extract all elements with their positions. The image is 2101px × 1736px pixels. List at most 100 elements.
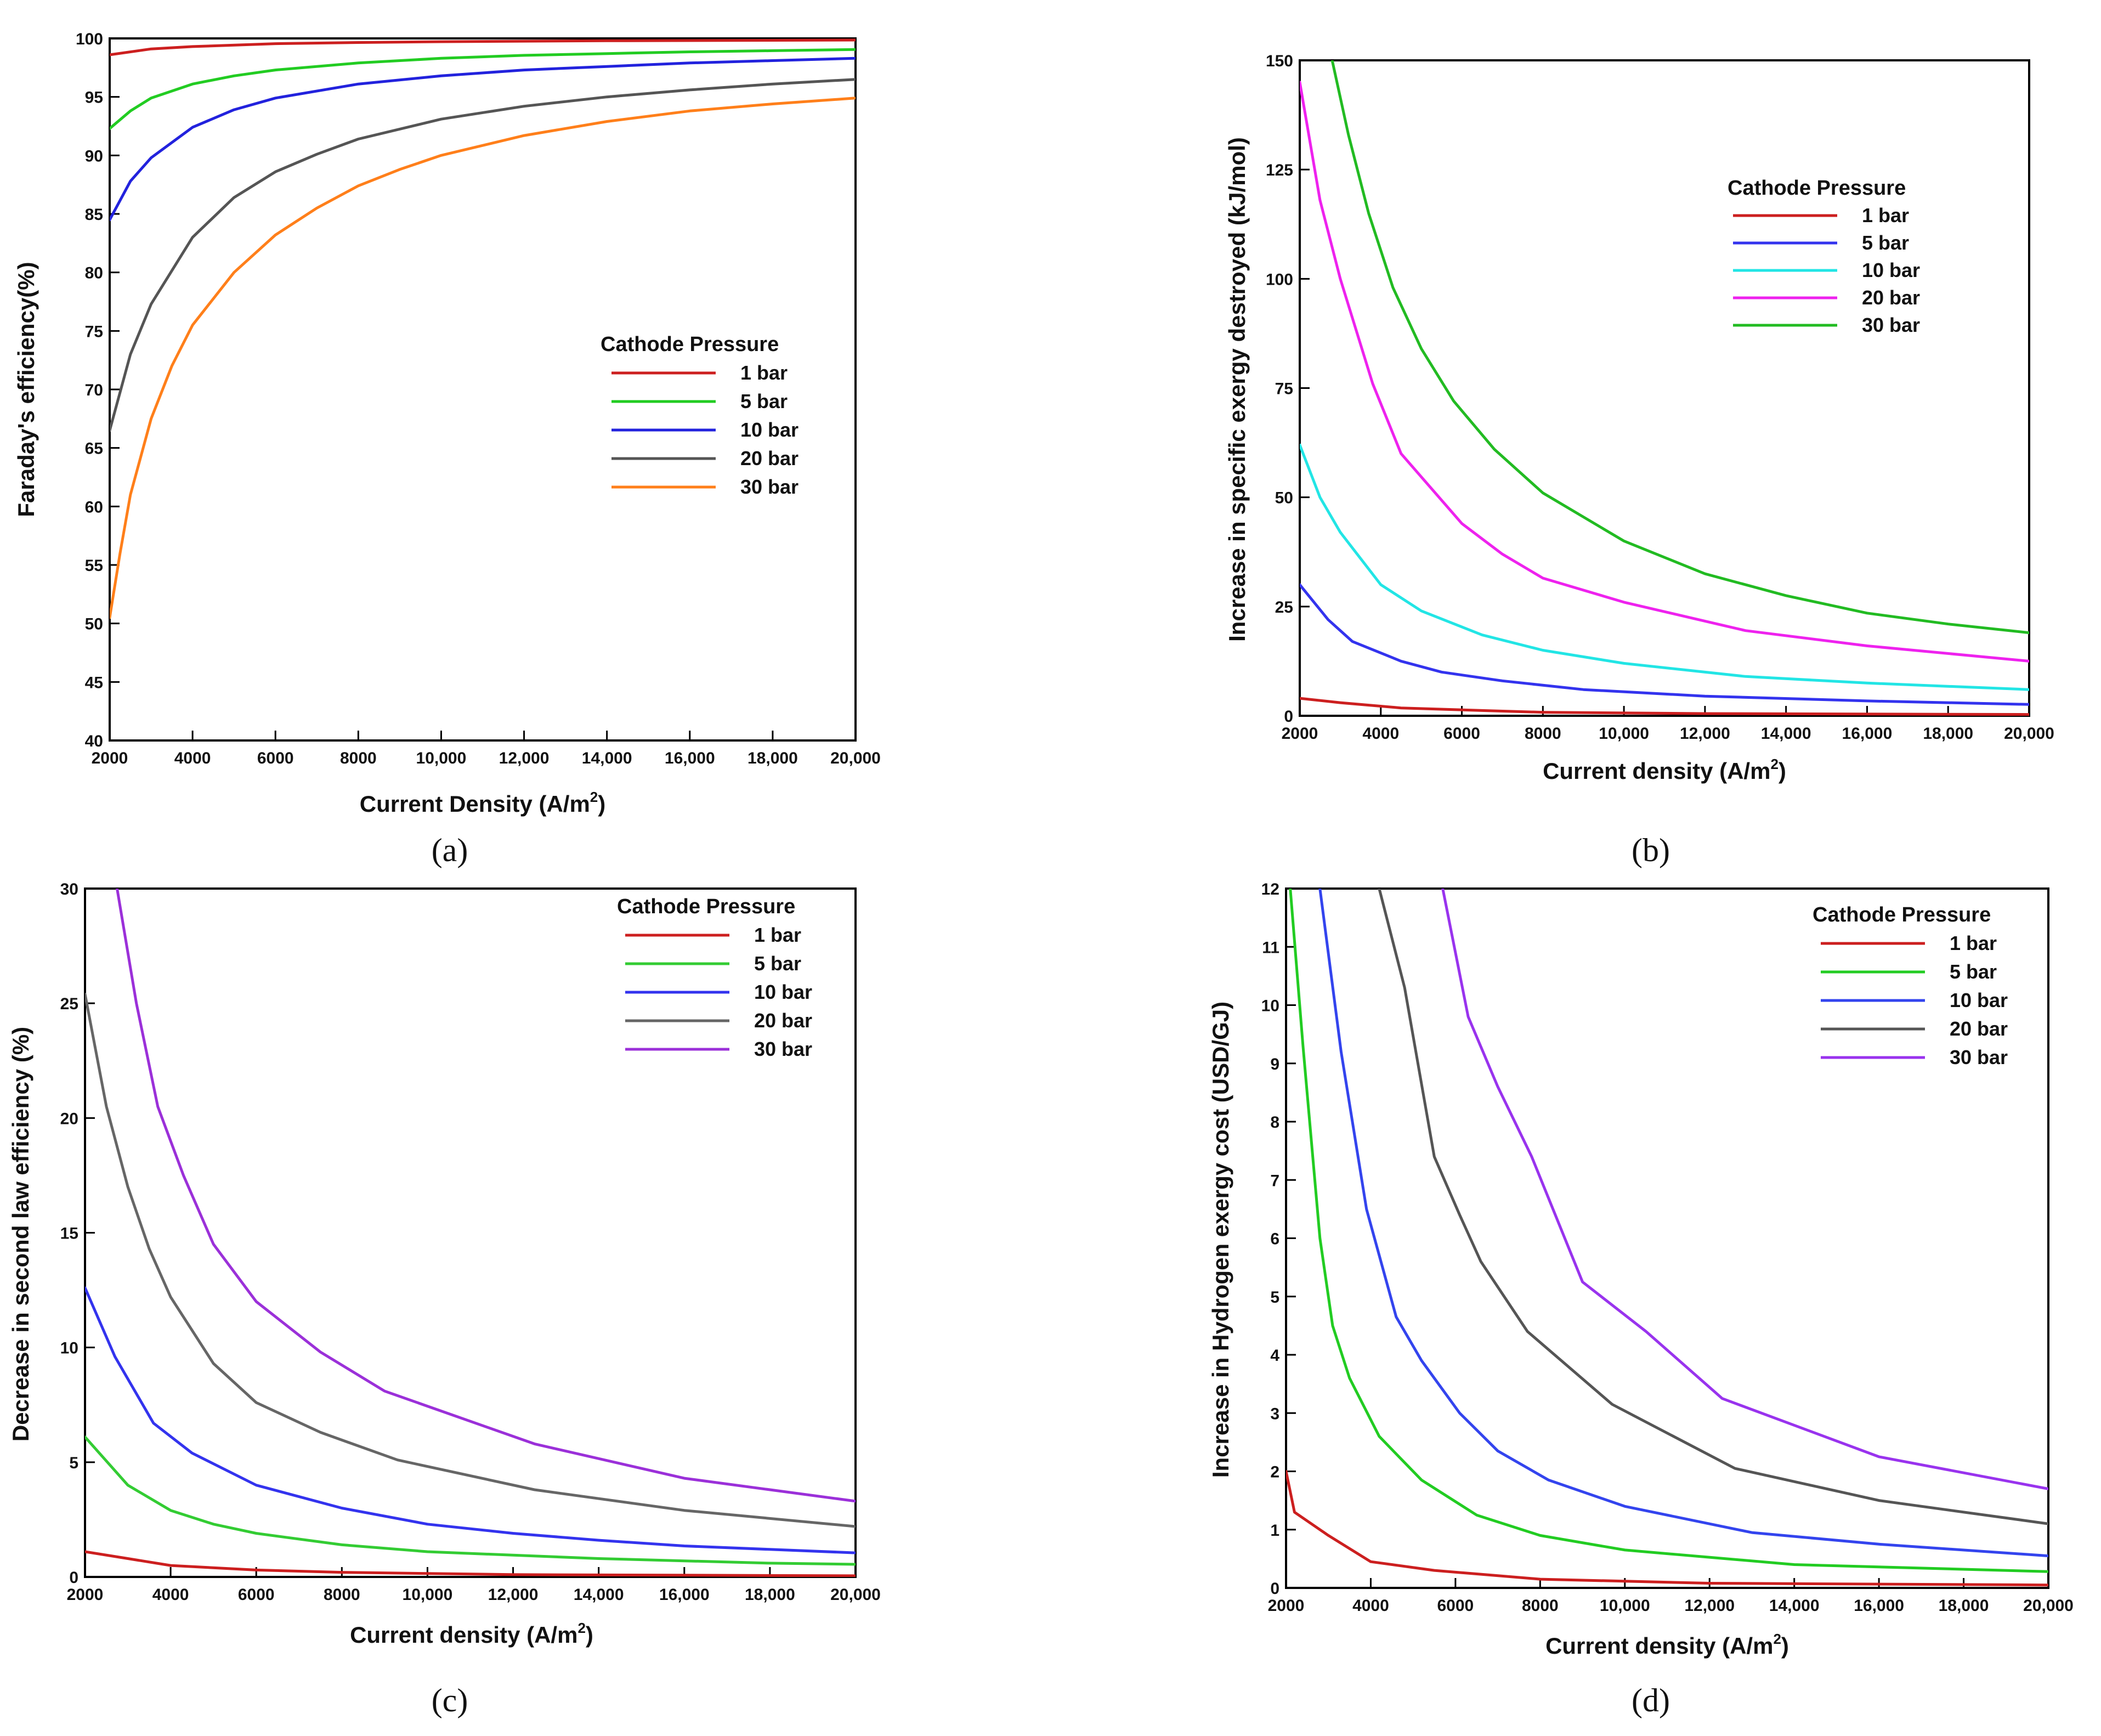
- y-axis-title-c: Decrease in second law efficiency (%): [8, 1027, 33, 1441]
- x-tick-label-b-2: 6000: [1443, 725, 1480, 743]
- x-tick-label-c-6: 14,000: [574, 1586, 624, 1604]
- y-tick-label-b-0: 0: [1284, 708, 1293, 726]
- y-tick-label-b-1: 25: [1275, 598, 1293, 617]
- y-tick-label-a-7: 75: [85, 323, 103, 341]
- x-tick-label-d-7: 16,000: [1854, 1597, 1904, 1615]
- caption-c: (c): [432, 1682, 468, 1718]
- x-tick-label-c-1: 4000: [152, 1586, 189, 1604]
- legend-title-c: Cathode Pressure: [617, 895, 795, 918]
- y-tick-label-c-4: 20: [60, 1110, 78, 1128]
- y-tick-label-b-6: 150: [1266, 52, 1293, 70]
- y-tick-label-b-5: 125: [1266, 161, 1293, 179]
- y-tick-label-c-6: 30: [60, 880, 78, 898]
- y-tick-label-a-11: 95: [85, 89, 103, 107]
- y-tick-label-a-4: 60: [85, 498, 103, 516]
- series-line-b-1-bar: [1300, 697, 2029, 716]
- legend-label-b-1: 5 bar: [1862, 231, 1909, 254]
- legend-label-d-3: 20 bar: [1950, 1017, 2008, 1040]
- x-tick-label-d-6: 14,000: [1769, 1597, 1820, 1615]
- y-tick-label-c-2: 10: [60, 1339, 78, 1358]
- x-tick-label-b-1: 4000: [1362, 725, 1399, 743]
- series-line-a-20-bar: [110, 78, 856, 432]
- y-tick-label-a-5: 65: [85, 440, 103, 458]
- x-tick-label-b-7: 16,000: [1842, 725, 1893, 743]
- x-tick-label-a-9: 20,000: [830, 749, 881, 767]
- series-line-c-20-bar: [85, 992, 856, 1528]
- x-tick-label-d-4: 10,000: [1600, 1597, 1650, 1615]
- series-c: [85, 889, 856, 1577]
- series-line-d-1-bar: [1286, 1470, 2048, 1587]
- y-tick-label-d-8: 8: [1270, 1113, 1279, 1132]
- y-tick-label-d-1: 1: [1270, 1522, 1279, 1540]
- ticks-a: 2000 4000 6000 8000 10,000 12,000 14,000 16,000…: [76, 30, 881, 767]
- x-tick-label-a-5: 12,000: [499, 749, 550, 767]
- legend-label-c-0: 1 bar: [754, 924, 801, 946]
- x-tick-label-c-4: 10,000: [403, 1586, 453, 1604]
- plot-frame-b: [1299, 59, 2030, 717]
- x-tick-label-c-0: 2000: [67, 1586, 104, 1604]
- y-tick-label-d-10: 10: [1261, 997, 1279, 1015]
- series-line-a-5-bar: [110, 48, 856, 130]
- panel-c: 2000 4000 6000 8000 10,000 12,000 14,000 16,000…: [8, 880, 881, 1718]
- legend-label-a-0: 1 bar: [740, 361, 788, 384]
- series-line-b-5-bar: [1300, 583, 2029, 706]
- x-tick-label-a-1: 4000: [174, 749, 211, 767]
- y-tick-label-a-3: 55: [85, 557, 103, 575]
- y-tick-label-c-3: 15: [60, 1225, 78, 1243]
- x-tick-label-b-0: 2000: [1282, 725, 1318, 743]
- x-tick-label-d-8: 18,000: [1939, 1597, 1989, 1615]
- ticks-d: 2000 4000 6000 8000 10,000 12,000 14,000 16,000…: [1261, 880, 2074, 1615]
- x-tick-label-b-9: 20,000: [2004, 725, 2054, 743]
- legend-c: Cathode Pressure 1 bar 5 bar 10 bar 20 bar 30…: [617, 895, 812, 1060]
- x-tick-label-b-4: 10,000: [1599, 725, 1649, 743]
- series-line-c-30-bar: [116, 889, 856, 1503]
- legend-d: Cathode Pressure 1 bar 5 bar 10 bar 20 bar 30…: [1813, 903, 2008, 1068]
- series-line-b-20-bar: [1300, 81, 2029, 663]
- y-tick-label-a-2: 50: [85, 615, 103, 634]
- x-tick-label-d-3: 8000: [1522, 1597, 1559, 1615]
- legend-title-a: Cathode Pressure: [601, 333, 779, 356]
- series-line-d-30-bar: [1441, 889, 2048, 1490]
- legend-label-d-4: 30 bar: [1950, 1046, 2008, 1068]
- y-tick-label-d-11: 11: [1262, 938, 1279, 957]
- series-line-c-5-bar: [85, 1435, 856, 1566]
- y-tick-label-b-4: 100: [1266, 270, 1293, 289]
- y-tick-label-c-5: 25: [60, 995, 78, 1013]
- panel-a: 2000 4000 6000 8000 10,000 12,000 14,000 16,000…: [13, 30, 881, 868]
- legend-label-c-3: 20 bar: [754, 1009, 812, 1032]
- plot-frame-c: [84, 887, 857, 1578]
- legend-title-d: Cathode Pressure: [1813, 903, 1991, 926]
- x-axis-title-b: Current density (A/m2): [1543, 756, 1786, 784]
- series-b: [1300, 60, 2029, 716]
- plot-frame-a: [109, 37, 857, 742]
- y-tick-label-a-6: 70: [85, 381, 103, 399]
- x-tick-label-a-6: 14,000: [582, 749, 632, 767]
- y-axis-title-b: Increase in specific exergy destroyed (k…: [1224, 137, 1250, 642]
- y-tick-label-d-2: 2: [1270, 1463, 1279, 1481]
- x-tick-label-a-8: 18,000: [747, 749, 798, 767]
- y-axis-title-a: Faraday's efficiency(%): [13, 262, 39, 517]
- y-tick-label-a-8: 80: [85, 264, 103, 282]
- x-tick-label-c-8: 18,000: [745, 1586, 795, 1604]
- x-tick-label-b-3: 8000: [1525, 725, 1561, 743]
- x-tick-label-c-9: 20,000: [830, 1586, 881, 1604]
- x-tick-label-a-2: 6000: [257, 749, 294, 767]
- legend-label-a-3: 20 bar: [740, 447, 799, 470]
- x-tick-label-a-3: 8000: [340, 749, 377, 767]
- x-axis-title-c: Current density (A/m2): [350, 1620, 593, 1648]
- series-line-b-10-bar: [1300, 443, 2029, 691]
- panel-b: 2000 4000 6000 8000 10,000 12,000 14,000 16,000…: [1224, 52, 2054, 868]
- y-axis-title-d: Increase in Hydrogen exergy cost (USD/GJ…: [1208, 1002, 1233, 1478]
- y-tick-label-d-6: 6: [1270, 1230, 1279, 1248]
- y-tick-label-d-3: 3: [1270, 1405, 1279, 1423]
- legend-label-d-0: 1 bar: [1950, 932, 1997, 954]
- series-line-c-1-bar: [85, 1550, 856, 1577]
- caption-b: (b): [1632, 832, 1670, 868]
- x-tick-label-d-2: 6000: [1437, 1597, 1474, 1615]
- legend-title-b: Cathode Pressure: [1728, 177, 1906, 200]
- y-tick-label-b-2: 50: [1275, 489, 1293, 507]
- legend-label-a-4: 30 bar: [740, 476, 799, 498]
- series-line-c-10-bar: [85, 1286, 856, 1554]
- series-line-d-5-bar: [1289, 889, 2048, 1573]
- x-tick-label-d-9: 20,000: [2023, 1597, 2074, 1615]
